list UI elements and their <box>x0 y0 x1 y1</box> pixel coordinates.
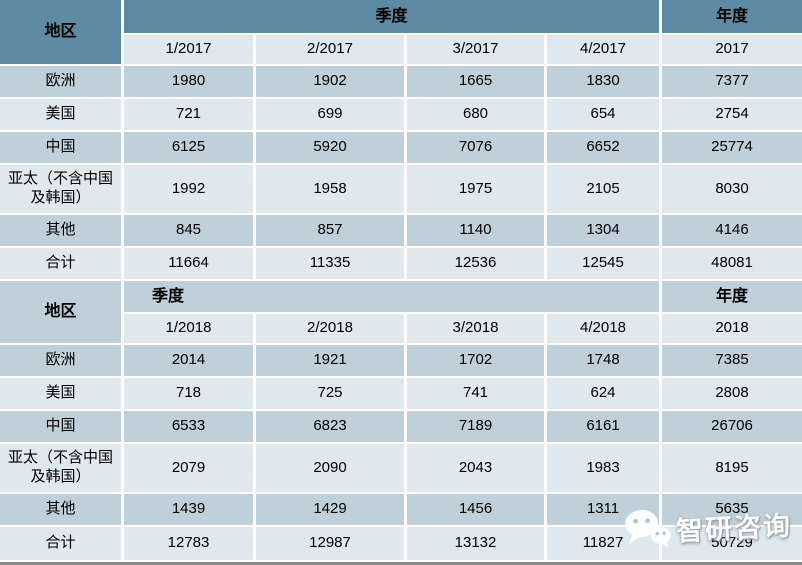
table-cell: 2808 <box>662 378 802 409</box>
table-cell: 1958 <box>256 165 404 213</box>
table-cell: 1748 <box>547 345 659 376</box>
table-cell: 624 <box>547 378 659 409</box>
table-cell: 48081 <box>662 248 802 279</box>
table-cell: 1902 <box>256 66 404 97</box>
table-cell: 1140 <box>407 215 544 246</box>
table-cell: 857 <box>256 215 404 246</box>
year-group-header: 年度 <box>662 281 802 312</box>
region-column-header: 地区 <box>0 0 121 64</box>
table-cell: 1665 <box>407 66 544 97</box>
period-column-header: 1/2018 <box>124 314 253 343</box>
table-cell: 1429 <box>256 494 404 525</box>
period-column-header: 2017 <box>662 35 802 64</box>
period-column-header: 2/2018 <box>256 314 404 343</box>
row-label: 合计 <box>0 527 121 560</box>
table-cell: 11827 <box>547 527 659 560</box>
table-cell: 13132 <box>407 527 544 560</box>
bottom-divider <box>0 562 802 565</box>
table-cell: 2754 <box>662 99 802 130</box>
table-cell: 4146 <box>662 215 802 246</box>
table-cell: 1439 <box>124 494 253 525</box>
table-cell: 1980 <box>124 66 253 97</box>
table-cell: 6652 <box>547 132 659 163</box>
table-cell: 725 <box>256 378 404 409</box>
region-column-header: 地区 <box>0 281 121 343</box>
table-cell: 718 <box>124 378 253 409</box>
row-label: 中国 <box>0 411 121 442</box>
row-label: 合计 <box>0 248 121 279</box>
table-cell: 6161 <box>547 411 659 442</box>
period-column-header: 2018 <box>662 314 802 343</box>
table-cell: 5635 <box>662 494 802 525</box>
table-cell: 12783 <box>124 527 253 560</box>
table-cell: 6533 <box>124 411 253 442</box>
row-label: 美国 <box>0 99 121 130</box>
table-cell: 8030 <box>662 165 802 213</box>
quarter-group-header: 季度 <box>124 0 659 33</box>
table-cell: 12987 <box>256 527 404 560</box>
quarter-group-header: 季度 <box>124 281 659 312</box>
row-label: 亚太（不含中国及韩国） <box>0 165 121 213</box>
table-cell: 7385 <box>662 345 802 376</box>
table-cell: 1456 <box>407 494 544 525</box>
table-cell: 1830 <box>547 66 659 97</box>
period-column-header: 3/2018 <box>407 314 544 343</box>
table-cell: 1975 <box>407 165 544 213</box>
row-label: 欧洲 <box>0 345 121 376</box>
table-cell: 2105 <box>547 165 659 213</box>
table-cell: 1702 <box>407 345 544 376</box>
table-cell: 2014 <box>124 345 253 376</box>
table-cell: 1921 <box>256 345 404 376</box>
year-group-header: 年度 <box>662 0 802 33</box>
table-cell: 1311 <box>547 494 659 525</box>
table-cell: 6823 <box>256 411 404 442</box>
table-cell: 2079 <box>124 444 253 492</box>
table-cell: 741 <box>407 378 544 409</box>
row-label: 亚太（不含中国及韩国） <box>0 444 121 492</box>
table-cell: 1983 <box>547 444 659 492</box>
table-cell: 2090 <box>256 444 404 492</box>
row-label: 中国 <box>0 132 121 163</box>
period-column-header: 3/2017 <box>407 35 544 64</box>
table-cell: 1992 <box>124 165 253 213</box>
period-column-header: 1/2017 <box>124 35 253 64</box>
table-cell: 699 <box>256 99 404 130</box>
table-cell: 8195 <box>662 444 802 492</box>
table-cell: 7076 <box>407 132 544 163</box>
row-label: 其他 <box>0 494 121 525</box>
table-cell: 11664 <box>124 248 253 279</box>
period-column-header: 4/2018 <box>547 314 659 343</box>
table-cell: 845 <box>124 215 253 246</box>
period-column-header: 4/2017 <box>547 35 659 64</box>
row-label: 其他 <box>0 215 121 246</box>
table-cell: 5920 <box>256 132 404 163</box>
period-column-header: 2/2017 <box>256 35 404 64</box>
table-cell: 6125 <box>124 132 253 163</box>
table-cell: 2043 <box>407 444 544 492</box>
table-cell: 12536 <box>407 248 544 279</box>
table-cell: 7377 <box>662 66 802 97</box>
table-cell: 26706 <box>662 411 802 442</box>
row-label: 美国 <box>0 378 121 409</box>
table-cell: 654 <box>547 99 659 130</box>
table-cell: 50729 <box>662 527 802 560</box>
table-cell: 721 <box>124 99 253 130</box>
table-cell: 7189 <box>407 411 544 442</box>
table-cell: 12545 <box>547 248 659 279</box>
table-cell: 11335 <box>256 248 404 279</box>
row-label: 欧洲 <box>0 66 121 97</box>
table-cell: 25774 <box>662 132 802 163</box>
table-cell: 680 <box>407 99 544 130</box>
table-cell: 1304 <box>547 215 659 246</box>
